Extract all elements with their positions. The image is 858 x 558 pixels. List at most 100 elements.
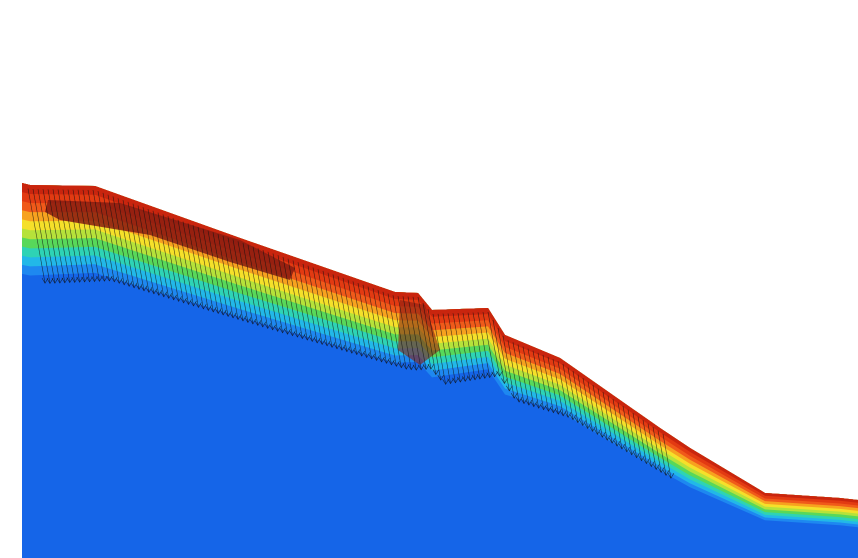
displacement-arrow <box>422 303 437 375</box>
displacement-arrow <box>552 359 564 416</box>
displacement-arrow <box>392 295 407 370</box>
displacement-arrow <box>27 188 46 284</box>
displacement-arrow <box>167 216 184 303</box>
displacement-arrow <box>192 225 209 311</box>
displacement-arrow <box>487 311 500 377</box>
arrow-head <box>657 467 665 473</box>
displacement-arrow <box>77 189 95 282</box>
displacement-arrow <box>157 212 174 300</box>
displacement-arrow <box>102 192 120 284</box>
displacement-arrow <box>382 291 397 367</box>
displacement-arrow <box>532 350 544 410</box>
arrow-head <box>51 278 59 284</box>
arrow-head <box>496 370 503 377</box>
arrow-head <box>437 374 445 381</box>
arrow-head <box>501 378 508 385</box>
displacement-arrow <box>477 312 491 378</box>
displacement-arrow <box>162 214 179 302</box>
arrow-head <box>56 277 64 284</box>
contour-band <box>22 183 858 506</box>
arrow-head <box>432 369 440 376</box>
displacement-arrow <box>452 313 466 382</box>
displacement-arrow <box>32 188 51 284</box>
displacement-arrow <box>292 260 308 341</box>
arrow-head <box>407 364 415 371</box>
displacement-arrow <box>472 312 486 379</box>
displacement-arrow <box>537 352 549 412</box>
displacement-arrow <box>637 416 647 464</box>
arrow-head <box>422 364 430 370</box>
arrow-head <box>46 278 54 285</box>
displacement-arrow <box>432 313 446 385</box>
arrow-head <box>662 470 670 476</box>
arrow-head <box>442 379 449 385</box>
arrow-head <box>66 277 74 284</box>
arrow-head <box>466 375 474 382</box>
core-zone <box>45 200 440 365</box>
arrow-head <box>618 443 626 450</box>
arrow-head <box>71 277 78 283</box>
displacement-arrow <box>492 319 505 384</box>
displacement-arrow <box>287 258 303 339</box>
arrow-head <box>457 376 464 383</box>
arrow-head <box>86 276 93 283</box>
arrow-head <box>403 364 410 370</box>
displacement-arrow <box>327 272 343 351</box>
displacement-arrow <box>37 189 56 284</box>
displacement-arrow <box>607 395 618 447</box>
arrow-head <box>594 429 601 435</box>
displacement-arrow <box>602 392 613 444</box>
displacement-arrow <box>277 255 293 336</box>
displacement-arrow <box>352 281 367 358</box>
displacement-arrow <box>97 191 115 282</box>
displacement-arrow <box>402 296 417 371</box>
displacement-arrow <box>467 312 481 380</box>
arrow-head <box>481 373 489 379</box>
displacement-arrow <box>577 374 588 429</box>
arrow-head <box>461 376 469 382</box>
displacement-arrow <box>527 348 540 409</box>
arrow-head <box>643 458 650 465</box>
displacement-arrow <box>282 256 298 338</box>
displacement-arrow <box>252 246 269 329</box>
arrow-head <box>413 364 420 371</box>
displacement-arrow <box>117 198 135 288</box>
displacement-arrow <box>522 346 535 407</box>
displacement-arrow <box>427 309 442 381</box>
displacement-arrow <box>647 423 657 470</box>
arrow-head <box>564 412 572 418</box>
arrow-head <box>76 277 83 283</box>
arrow-head <box>91 276 98 283</box>
displacement-arrow <box>47 189 66 283</box>
displacement-arrow <box>177 219 194 306</box>
arrow-head <box>447 378 454 385</box>
displacement-arrow <box>257 248 273 330</box>
displacement-arrow <box>557 361 569 418</box>
displacement-arrow <box>237 241 254 325</box>
displacement-arrow <box>342 277 358 355</box>
arrow-head <box>599 432 606 438</box>
arrow-head <box>41 278 49 284</box>
displacement-arrow <box>462 312 476 380</box>
displacement-arrow <box>617 402 628 452</box>
displacement-arrow <box>197 226 214 312</box>
displacement-arrow <box>312 267 328 346</box>
displacement-arrow <box>412 296 427 370</box>
displacement-arrow <box>592 385 603 438</box>
arrow-head <box>101 275 108 282</box>
arrow-head <box>61 277 69 284</box>
displacement-arrow <box>172 217 189 305</box>
arrow-head <box>574 417 582 424</box>
arrow-head <box>638 455 645 462</box>
displacement-arrow <box>127 201 145 291</box>
arrow-head <box>106 275 113 282</box>
arrow-head <box>589 426 596 432</box>
arrow-head <box>427 363 435 370</box>
arrow-head <box>452 377 459 384</box>
displacement-arrow <box>572 371 584 426</box>
displacement-arrow <box>597 388 608 441</box>
displacement-arrow <box>437 313 451 384</box>
displacement-arrow <box>482 312 495 377</box>
contour-band <box>22 183 858 503</box>
